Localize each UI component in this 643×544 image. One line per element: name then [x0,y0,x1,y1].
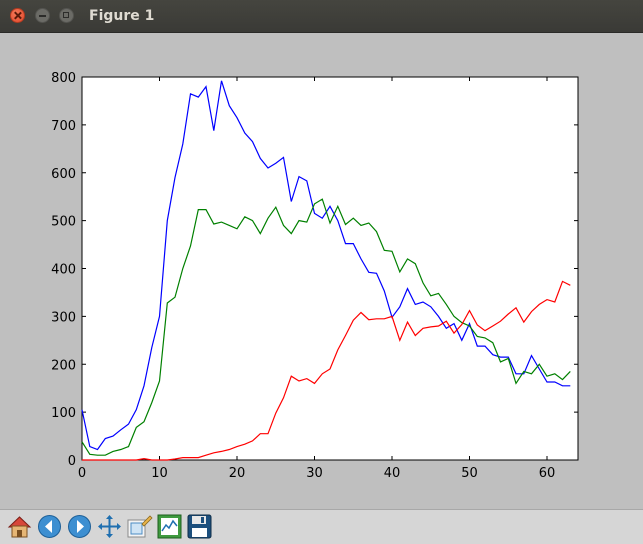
window-titlebar: Figure 1 [0,0,643,33]
y-tick-label: 500 [51,215,76,230]
forward-arrow-icon [68,515,91,538]
y-tick-label: 100 [51,406,76,421]
back-button[interactable] [36,513,63,540]
subplots-icon [157,514,182,539]
x-tick-label: 30 [306,466,323,481]
home-button[interactable] [6,513,33,540]
figure-canvas[interactable]: 0 10 20 30 40 50 60 0 100 200 300 400 500 600 700 800 [0,33,643,509]
navigation-toolbar [0,509,643,544]
back-arrow-icon [38,515,61,538]
y-tick-label: 300 [51,310,76,325]
x-tick-label: 0 [78,466,86,481]
minimize-icon[interactable] [35,8,50,23]
window-title: Figure 1 [89,8,155,24]
pan-button[interactable] [96,513,123,540]
series-line-2 [82,280,571,461]
x-tick-label: 10 [151,466,168,481]
zoom-button[interactable] [126,513,153,540]
x-tick-label: 50 [461,466,478,481]
floppy-disk-icon [187,514,212,539]
maximize-icon[interactable] [59,8,74,23]
y-tick-label: 0 [68,454,76,469]
y-tick-label: 800 [51,71,76,86]
x-tick-label: 60 [539,466,556,481]
zoom-rect-icon [127,515,153,538]
move-arrows-icon [98,515,121,538]
series-group [81,80,571,461]
home-icon [7,516,32,538]
y-tick-label: 600 [51,167,76,182]
plot-area [81,76,579,461]
series-line-1 [81,198,571,456]
y-tick-label: 200 [51,358,76,373]
forward-button[interactable] [66,513,93,540]
x-tick-label: 40 [384,466,401,481]
configure-subplots-button[interactable] [156,513,183,540]
save-button[interactable] [186,513,213,540]
y-tick-label: 700 [51,119,76,134]
x-tick-label: 20 [229,466,246,481]
y-tick-label: 400 [51,263,76,278]
close-icon[interactable] [10,8,25,23]
